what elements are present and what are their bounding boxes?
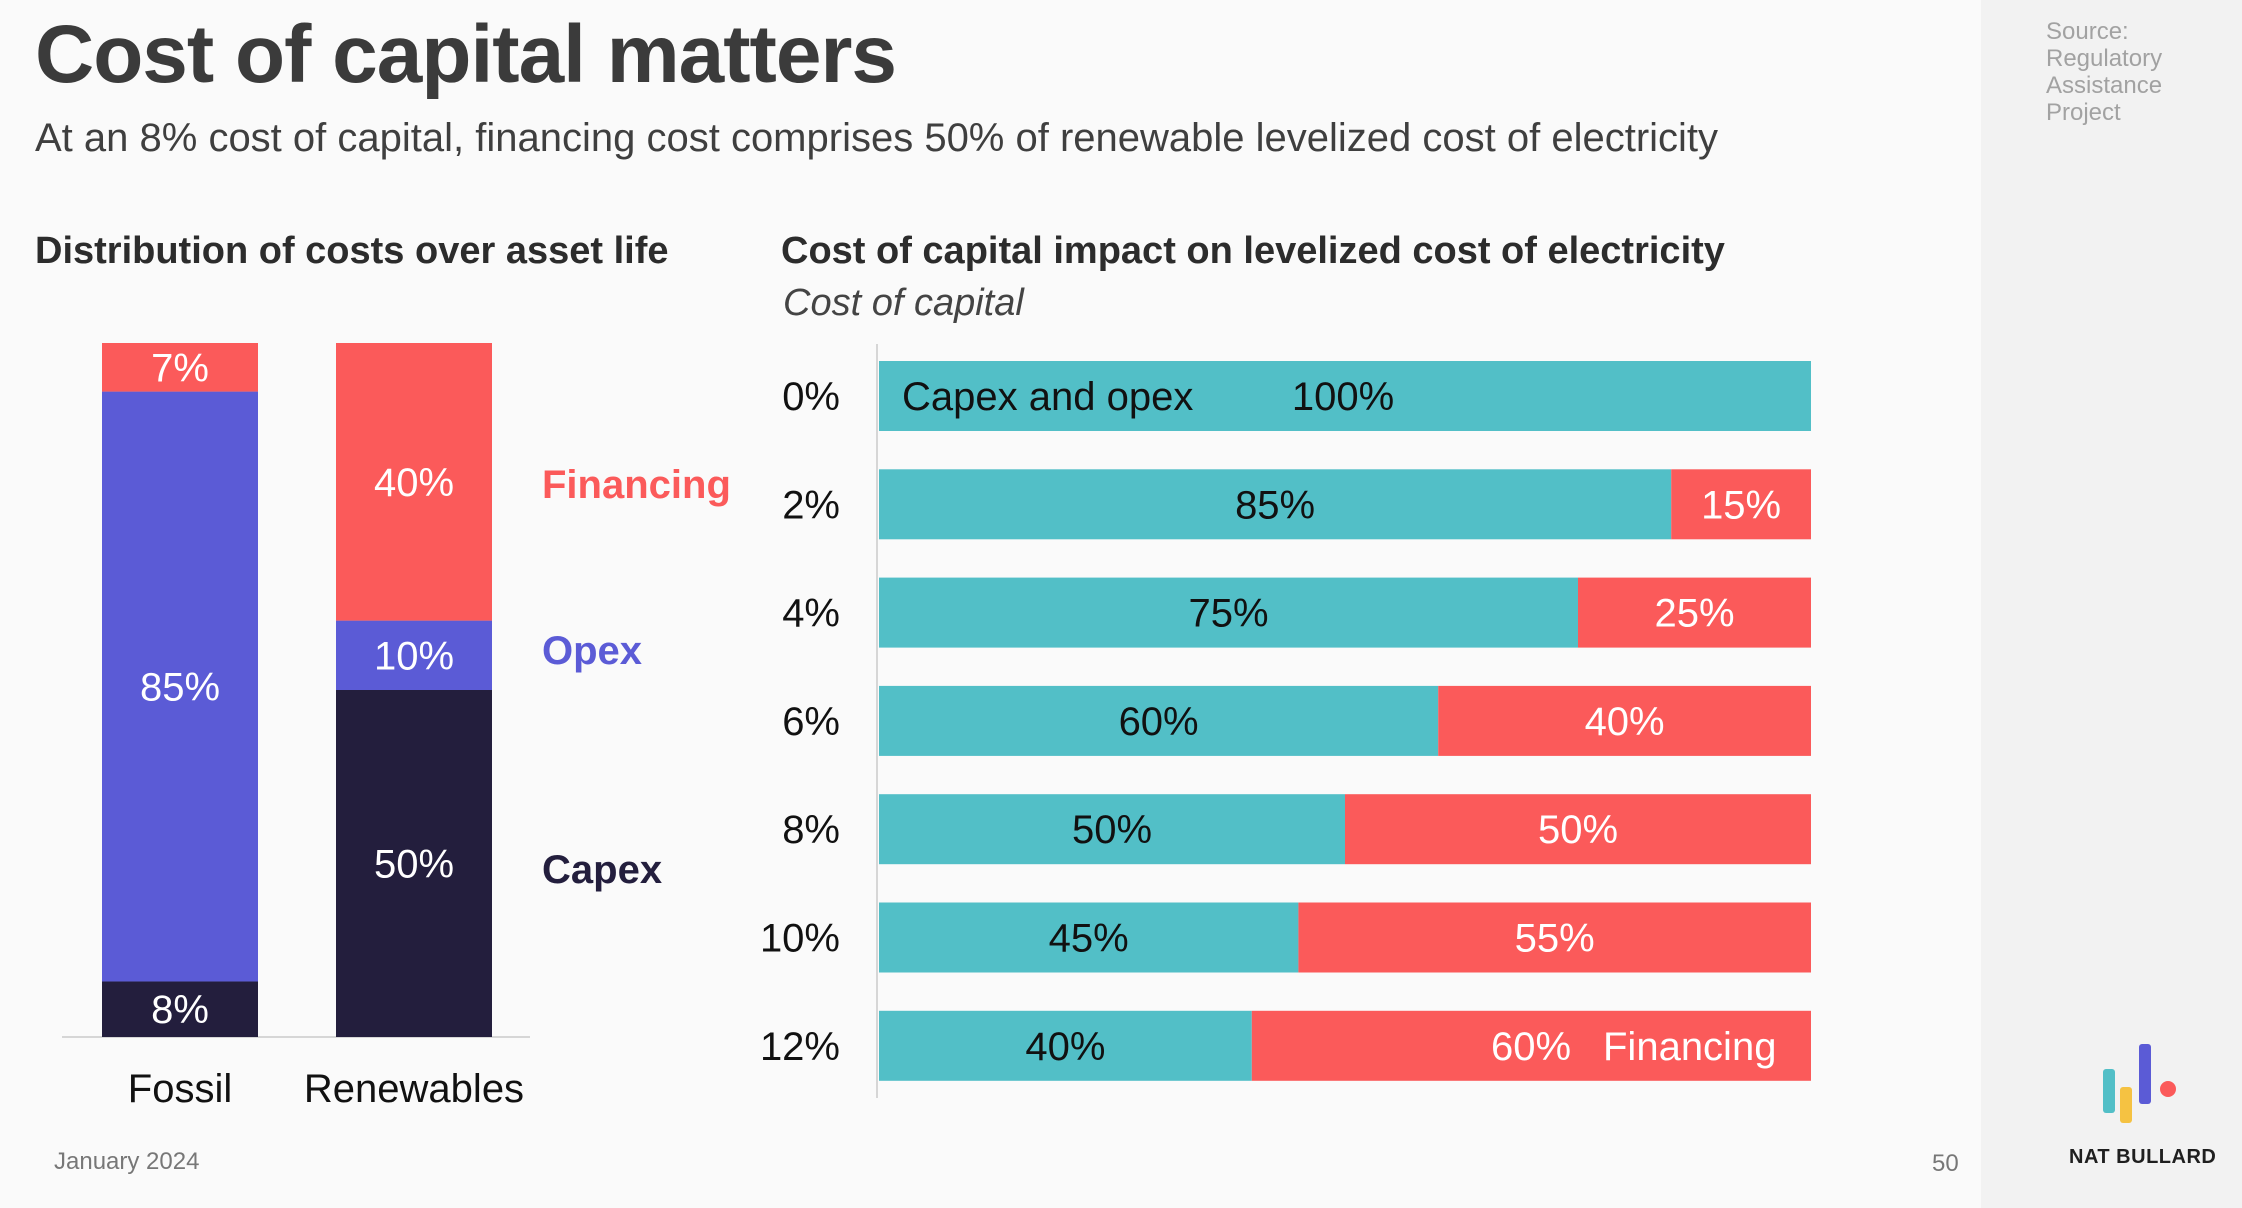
data-label: 60% [1491, 1025, 1571, 1069]
data-label: 75% [1188, 592, 1268, 636]
bar-financing-renewables [336, 343, 492, 621]
page-title: Cost of capital matters [35, 9, 897, 100]
legend-capex: Capex [542, 848, 662, 892]
data-label: 50% [1538, 808, 1618, 852]
bar-capex-fossil [102, 981, 258, 1037]
data-label: 45% [1049, 917, 1129, 961]
bar-financing-3 [1438, 685, 1811, 756]
left-chart-title: Distribution of costs over asset life [35, 230, 669, 272]
data-label: 15% [1701, 483, 1781, 527]
x-tick-label: Fossil [128, 1067, 232, 1111]
bar-opex-fossil [102, 391, 258, 982]
data-label: 85% [140, 666, 220, 710]
data-label: 85% [1235, 483, 1315, 527]
data-label: 7% [151, 346, 209, 390]
data-label: 55% [1515, 917, 1595, 961]
data-label: 50% [374, 843, 454, 887]
y-tick-label: 2% [782, 483, 840, 527]
y-tick-label: 6% [782, 700, 840, 744]
data-label: 8% [151, 988, 209, 1032]
slide-sidebar [1981, 0, 2242, 1208]
data-label: 60% [1119, 700, 1199, 744]
page-number: 50 [1932, 1150, 1959, 1177]
bar-capex-opex-1 [879, 469, 1672, 540]
footer-date: January 2024 [54, 1148, 200, 1175]
bar-capex-renewables [336, 690, 492, 1037]
y-tick-label: 8% [782, 808, 840, 852]
y-tick-label: 12% [760, 1025, 840, 1069]
bar-financing-6 [1251, 1010, 1811, 1081]
brand-name: NAT BULLARD [2069, 1146, 2217, 1168]
series-label-financing: Financing [1603, 1025, 1776, 1069]
bar-capex-opex-5 [879, 902, 1299, 973]
data-label: 25% [1654, 592, 1734, 636]
bar-financing-2 [1578, 577, 1811, 648]
data-label: 50% [1072, 808, 1152, 852]
y-tick-label: 0% [782, 375, 840, 419]
data-label: 40% [1585, 700, 1665, 744]
bar-financing-1 [1671, 469, 1811, 540]
bar-capex-opex-4 [879, 794, 1345, 865]
bar-opex-renewables [336, 620, 492, 690]
data-label: 40% [1025, 1025, 1105, 1069]
bar-financing-5 [1298, 902, 1811, 973]
data-label: 40% [374, 461, 454, 505]
bar-financing-4 [1345, 794, 1811, 865]
right-chart-axis-label: Cost of capital [783, 282, 1024, 324]
bar-capex-opex-3 [879, 685, 1439, 756]
bar-capex-opex-2 [879, 577, 1578, 648]
x-tick-label: Renewables [304, 1067, 524, 1111]
page-subtitle: At an 8% cost of capital, financing cost… [35, 116, 1719, 160]
y-tick-label: 10% [760, 917, 840, 961]
source-note: Source: Regulatory Assistance Project [2046, 18, 2163, 126]
data-label: 10% [374, 634, 454, 678]
bar-capex-opex-6 [879, 1010, 1252, 1081]
legend-opex: Opex [542, 629, 642, 673]
series-label-capex-opex: Capex and opex [902, 375, 1193, 419]
bar-financing-fossil [102, 343, 258, 392]
bar-capex-opex-0 [879, 361, 1811, 431]
legend-financing: Financing [542, 463, 731, 507]
data-label: 100% [1292, 375, 1394, 419]
y-tick-label: 4% [782, 592, 840, 636]
right-chart-title: Cost of capital impact on levelized cost… [781, 230, 1725, 272]
